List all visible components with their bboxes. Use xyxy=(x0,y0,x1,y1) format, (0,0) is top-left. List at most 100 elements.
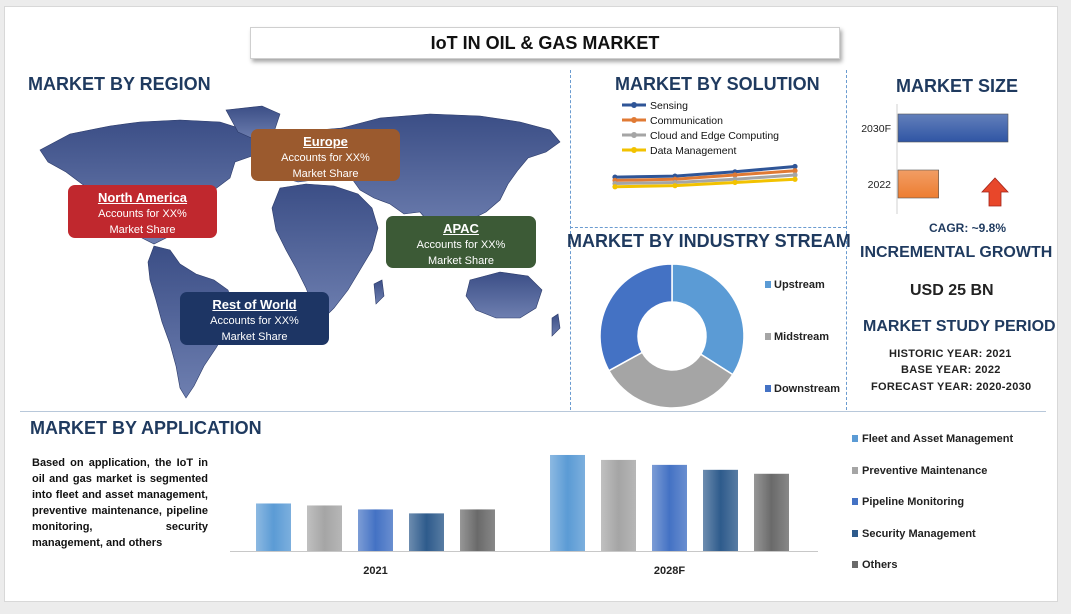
series-point-sensing-3 xyxy=(792,163,798,170)
size-bar-chart: 2030F 2022 xyxy=(861,104,1009,214)
page-title: IoT IN OIL & GAS MARKET xyxy=(250,27,840,59)
forecast-year: FORECAST YEAR: 2020-2030 xyxy=(871,381,1032,393)
continent-africa xyxy=(271,183,379,321)
legend-label-data-management: Data Management xyxy=(650,145,736,157)
donut-legend-label-upstream: Upstream xyxy=(774,279,825,291)
app-legend-swatch-security-management xyxy=(852,529,858,537)
industry-heading: MARKET BY INDUSTRY STREAM xyxy=(567,231,851,251)
app-bar-2021-fleet-and-asset-management xyxy=(256,503,291,551)
callout-europe-line1: Accounts for XX% xyxy=(281,152,370,164)
size-label-2030f: 2030F xyxy=(861,123,891,135)
app-bar-2028f-security-management xyxy=(703,469,738,551)
incremental-heading: INCREMENTAL GROWTH xyxy=(860,244,1053,261)
callout-europe-line2: Market Share xyxy=(292,168,359,180)
continent-australia xyxy=(465,271,543,319)
donut-legend-swatch-downstream xyxy=(765,385,771,392)
application-heading: MARKET BY APPLICATION xyxy=(30,418,262,438)
app-legend-swatch-others xyxy=(852,561,858,568)
app-legend-label-pipeline-monitoring: Pipeline Monitoring xyxy=(862,496,965,508)
callout-north-america-line1: Accounts for XX% xyxy=(98,208,187,220)
app-legend-label-fleet-and-asset-management: Fleet and Asset Management xyxy=(862,433,1014,445)
study-heading: MARKET STUDY PERIOD xyxy=(863,318,1056,335)
app-legend-item-preventive-maintenance: Preventive Maintenance xyxy=(852,465,987,477)
divider-solution-size xyxy=(846,70,847,410)
application-description: Based on application, the IoT in oil and… xyxy=(32,457,208,549)
legend-marker-sensing xyxy=(631,102,637,108)
series-point-data-management-3 xyxy=(792,176,798,182)
app-legend-swatch-fleet-and-asset-management xyxy=(852,435,858,442)
series-line-cloud-and-edge-computing xyxy=(614,173,796,186)
size-heading: MARKET SIZE xyxy=(896,76,1019,96)
app-legend-item-others: Others xyxy=(852,559,897,571)
callout-apac-title: APAC xyxy=(443,221,479,236)
callout-north-america-line2: Market Share xyxy=(109,224,176,236)
legend-label-communication: Communication xyxy=(650,115,723,127)
callout-north-america: North America Accounts for XX% Market Sh… xyxy=(68,185,217,238)
callout-europe: Europe Accounts for XX% Market Share xyxy=(251,129,400,181)
app-bar-2021-security-management xyxy=(409,513,444,551)
cagr-text: CAGR: ~9.8% xyxy=(929,221,1007,235)
application-bar-chart: 2021 2028F xyxy=(230,454,818,577)
size-bar-2022 xyxy=(897,169,940,199)
app-bar-2021-others xyxy=(460,509,495,551)
app-legend-item-fleet-and-asset-management: Fleet and Asset Management xyxy=(852,433,1013,445)
callout-rest-of-world-title: Rest of World xyxy=(212,297,297,312)
donut-legend-label-midstream: Midstream xyxy=(774,331,829,343)
series-point-data-management-2 xyxy=(732,179,738,186)
donut-slice-midstream xyxy=(607,351,734,408)
divider-region-solution xyxy=(570,70,571,410)
callout-apac-line1: Accounts for XX% xyxy=(416,239,506,251)
callout-apac-line2: Market Share xyxy=(427,255,495,267)
donut-slice-upstream xyxy=(671,263,745,376)
app-category-2021: 2021 xyxy=(363,565,387,577)
callout-europe-title: Europe xyxy=(303,134,348,149)
app-bar-2028f-fleet-and-asset-management xyxy=(550,454,585,551)
legend-marker-data-management xyxy=(631,147,637,153)
incremental-value: USD 25 BN xyxy=(910,282,994,299)
region-heading: MARKET BY REGION xyxy=(28,74,211,94)
legend-label-cloud-and-edge-computing: Cloud and Edge Computing xyxy=(650,130,779,142)
series-line-sensing xyxy=(614,164,796,179)
app-bar-2021-preventive-maintenance xyxy=(307,505,342,551)
app-bar-2028f-preventive-maintenance xyxy=(601,459,636,551)
donut-legend-label-downstream: Downstream xyxy=(774,383,840,395)
series-line-data-management xyxy=(614,177,796,189)
donut-legend-swatch-midstream xyxy=(765,333,771,340)
legend-marker-communication xyxy=(631,117,637,123)
series-point-data-management-1 xyxy=(672,183,678,189)
app-legend-label-preventive-maintenance: Preventive Maintenance xyxy=(862,464,988,477)
series-point-communication-2 xyxy=(732,172,738,178)
series-point-cloud-and-edge-computing-3 xyxy=(792,172,798,178)
callout-rest-of-world: Rest of World Accounts for XX% Market Sh… xyxy=(180,292,329,345)
series-line-communication xyxy=(614,169,796,182)
size-label-2022: 2022 xyxy=(868,179,892,191)
industry-donut-chart: Upstream Midstream Downstream xyxy=(599,263,840,408)
solution-heading: MARKET BY SOLUTION xyxy=(615,74,820,94)
app-legend-swatch-pipeline-monitoring xyxy=(852,498,858,505)
callout-rest-of-world-line1: Accounts for XX% xyxy=(210,315,299,327)
divider-solution-industry xyxy=(570,227,846,228)
app-legend-item-pipeline-monitoring: Pipeline Monitoring xyxy=(852,496,964,508)
app-legend-item-security-management: Security Management xyxy=(852,528,976,540)
series-point-data-management-0 xyxy=(612,184,618,190)
donut-slice-downstream xyxy=(599,263,673,372)
app-legend-label-others: Others xyxy=(862,559,898,571)
app-bar-2028f-others xyxy=(754,473,789,551)
size-bar-2030f xyxy=(897,113,1009,143)
callout-north-america-title: North America xyxy=(97,190,188,205)
base-year: BASE YEAR: 2022 xyxy=(901,364,1001,376)
solution-line-chart: Sensing Communication Cloud and Edge Compu… xyxy=(612,100,798,190)
callout-apac: APAC Accounts for XX% Market Share xyxy=(386,216,536,268)
island-madagascar xyxy=(373,279,385,305)
legend-label-sensing: Sensing xyxy=(650,100,688,112)
island-new-zealand xyxy=(551,313,561,337)
legend-marker-cloud-and-edge-computing xyxy=(631,132,637,138)
growth-arrow-icon xyxy=(981,177,1009,207)
app-category-2028f: 2028F xyxy=(654,565,685,577)
callout-rest-of-world-line2: Market Share xyxy=(221,331,288,343)
historic-year: HISTORIC YEAR: 2021 xyxy=(889,348,1012,360)
divider-application xyxy=(20,411,1046,412)
app-bar-2028f-pipeline-monitoring xyxy=(652,464,687,551)
app-legend-swatch-preventive-maintenance xyxy=(852,466,858,474)
app-legend-label-security-management: Security Management xyxy=(862,527,976,540)
